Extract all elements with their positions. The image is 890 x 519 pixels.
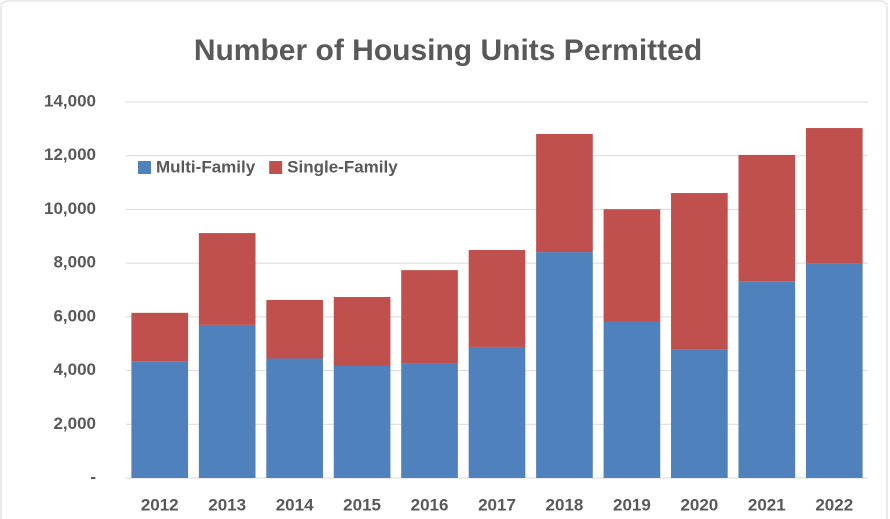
bar-segment	[671, 193, 728, 350]
bar-segment	[603, 321, 661, 478]
bar-segment	[266, 299, 323, 359]
x-tick-label: 2016	[411, 495, 449, 514]
y-tick-label: 2,000	[53, 414, 96, 433]
x-tick-label: 2012	[141, 495, 179, 514]
x-tick-label: 2019	[613, 495, 651, 514]
legend-swatch	[269, 161, 283, 174]
bar-segment	[671, 349, 728, 478]
bar-segment	[468, 346, 526, 478]
bar-segment	[603, 209, 661, 322]
y-tick-label: 4,000	[53, 360, 96, 379]
bar-segment	[198, 324, 256, 478]
bar-segment	[805, 128, 863, 264]
bar-segment	[536, 133, 593, 253]
bar-segment	[401, 270, 458, 364]
legend-label: Multi-Family	[156, 157, 256, 176]
bar-segment	[131, 361, 189, 478]
bar-segment	[333, 366, 391, 478]
x-tick-label: 2020	[680, 495, 718, 514]
x-tick-label: 2014	[276, 495, 314, 514]
x-tick-label: 2013	[208, 495, 246, 514]
bar-segment	[131, 312, 189, 362]
legend-label: Single-Family	[287, 157, 398, 176]
bar-segment	[198, 233, 256, 325]
bar-segment	[333, 296, 391, 367]
bar-segment	[536, 252, 593, 478]
y-tick-label: 6,000	[53, 306, 96, 325]
bar-segment	[738, 154, 796, 282]
y-tick-label: -	[90, 467, 96, 486]
bar-segment	[266, 358, 323, 478]
legend-swatch	[138, 161, 151, 174]
chart-title: Number of Housing Units Permitted	[194, 34, 702, 67]
x-tick-label: 2021	[748, 495, 786, 514]
x-tick-label: 2015	[343, 495, 381, 514]
x-tick-label: 2018	[546, 495, 584, 514]
bar-segment	[468, 249, 526, 347]
bar-segment	[401, 363, 458, 478]
x-tick-label: 2022	[815, 495, 853, 514]
y-tick-label: 8,000	[53, 253, 96, 272]
y-tick-label: 10,000	[44, 199, 96, 218]
y-tick-label: 12,000	[44, 145, 96, 164]
bar-segment	[738, 281, 796, 478]
y-tick-label: 14,000	[44, 91, 96, 110]
x-tick-label: 2017	[478, 495, 516, 514]
bar-segment	[805, 263, 863, 478]
